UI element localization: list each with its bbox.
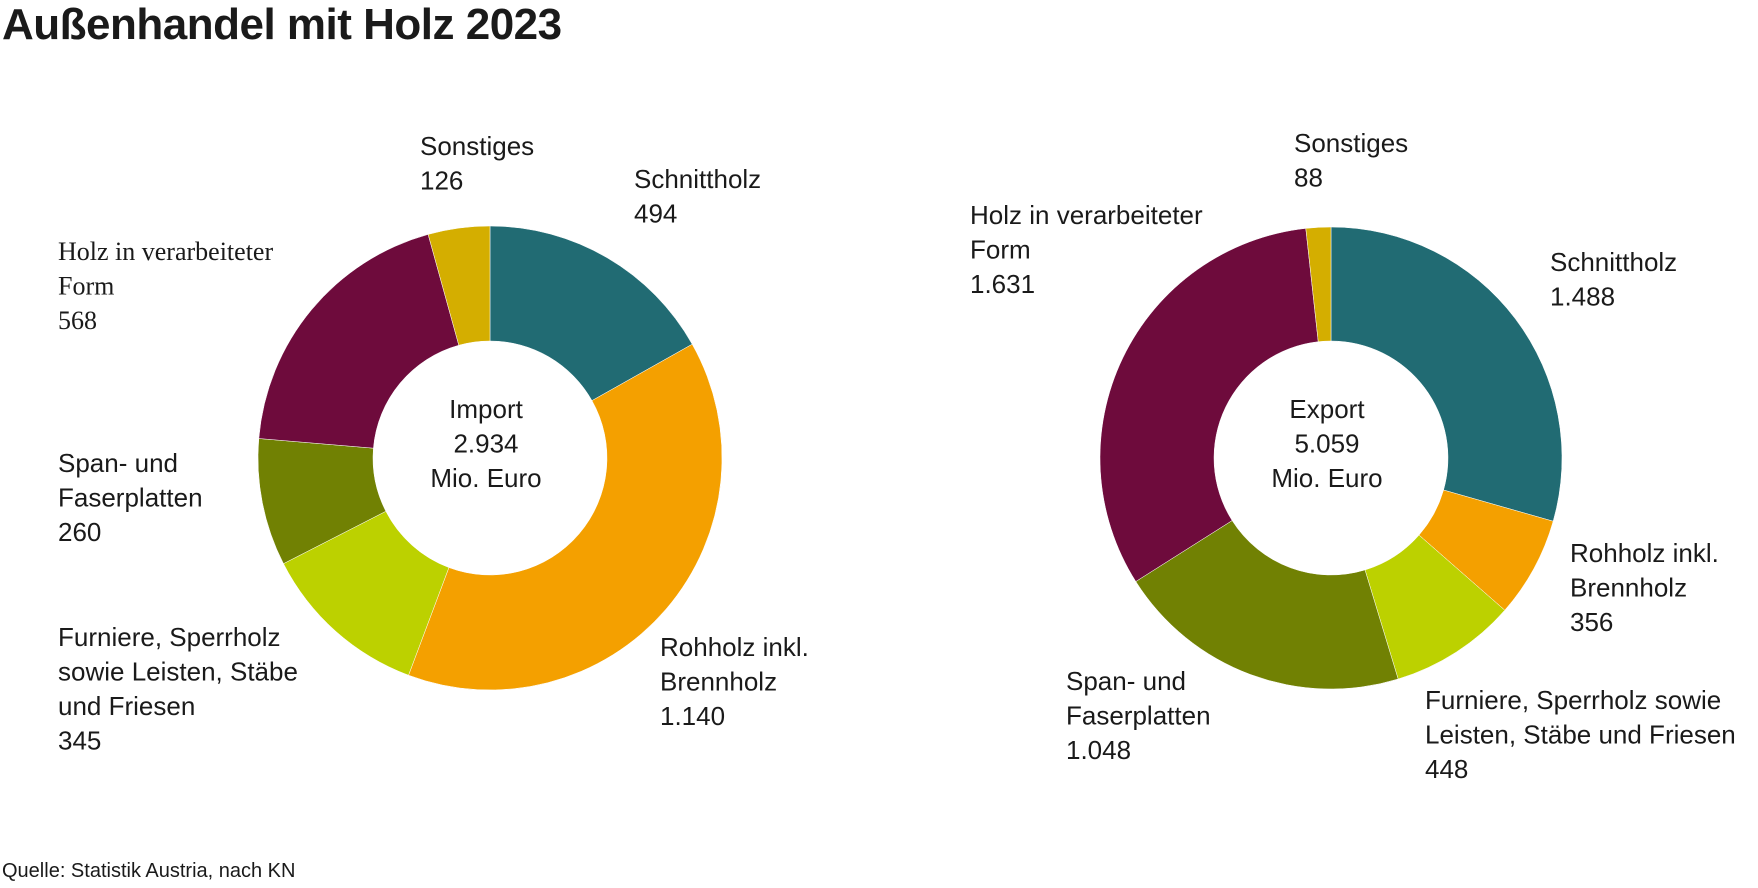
slice-value: 448: [1425, 754, 1468, 784]
donut-slice: [408, 343, 723, 691]
donut-slice: [1305, 226, 1332, 342]
slice-name: Holz in verarbeiteter: [58, 237, 273, 266]
slice-label: Sonstiges 88: [1294, 128, 1408, 193]
slice-value: 1.631: [970, 269, 1035, 299]
slice-name: Brennholz: [660, 667, 777, 697]
import-donut: Schnittholz 494 Rohholz inkl. Brennholz 1.14…: [58, 131, 809, 756]
page-title: Außenhandel mit Holz 2023: [2, 0, 562, 49]
slice-name: Furniere, Sperrholz sowie: [1425, 685, 1721, 715]
slice-value: 1.140: [660, 701, 725, 731]
slice-name: Leisten, Stäbe und Friesen: [1425, 720, 1736, 750]
source-note: Quelle: Statistik Austria, nach KN: [2, 860, 296, 882]
slice-name: Furniere, Sperrholz: [58, 622, 281, 652]
slice-name: Span- und: [1066, 666, 1186, 696]
slice-name: Schnittholz: [1550, 247, 1677, 277]
slice-label: Furniere, Sperrholz sowie Leisten, Stäbe u…: [58, 622, 298, 756]
slice-label: Span- und Faserplatten 260: [58, 448, 203, 547]
slice-label: Schnittholz 494: [634, 164, 761, 229]
slice-name: Sonstiges: [420, 131, 534, 161]
donut-slice: [489, 225, 693, 401]
center-line: Import: [449, 394, 523, 424]
slice-name: Brennholz: [1570, 573, 1687, 603]
slice-value: 260: [58, 517, 101, 547]
slice-value: 1.048: [1066, 735, 1131, 765]
slice-name: Schnittholz: [634, 164, 761, 194]
slice-name: Rohholz inkl.: [660, 632, 809, 662]
slice-value: 88: [1294, 163, 1323, 193]
slice-label: Rohholz inkl. Brennholz 356: [1570, 538, 1719, 637]
slice-label: Span- und Faserplatten 1.048: [1066, 666, 1211, 765]
slice-name: Form: [58, 272, 114, 301]
slice-value: 1.488: [1550, 282, 1615, 312]
slice-label: Holz in verarbeiteter Form 568: [58, 237, 273, 335]
donut-center-label: Export 5.059 Mio. Euro: [1271, 394, 1382, 493]
slice-value: 126: [420, 166, 463, 196]
slice-name: Holz in verarbeiteter: [970, 200, 1203, 230]
center-line: 2.934: [453, 429, 518, 459]
slice-value: 494: [634, 199, 677, 229]
slice-value: 345: [58, 726, 101, 756]
slice-name: Form: [970, 235, 1031, 265]
slice-name: Span- und: [58, 448, 178, 478]
slice-value: 568: [58, 306, 97, 335]
slice-name: und Friesen: [58, 691, 195, 721]
export-donut: Schnittholz 1.488 Rohholz inkl. Brennholz 35…: [970, 128, 1736, 784]
donut-slice: [258, 234, 460, 449]
slice-name: Rohholz inkl.: [1570, 538, 1719, 568]
slice-name: Faserplatten: [1066, 701, 1211, 731]
center-line: Mio. Euro: [1271, 463, 1382, 493]
slice-label: Sonstiges 126: [420, 131, 534, 196]
donut-slice: [1135, 520, 1399, 690]
center-line: Mio. Euro: [430, 463, 541, 493]
slice-label: Schnittholz 1.488: [1550, 247, 1677, 312]
center-line: 5.059: [1294, 429, 1359, 459]
slice-value: 356: [1570, 607, 1613, 637]
donut-slice: [1330, 226, 1563, 522]
donut-slice: [1099, 228, 1319, 582]
center-line: Export: [1289, 394, 1365, 424]
slice-name: sowie Leisten, Stäbe: [58, 657, 298, 687]
donut-slice: [427, 225, 491, 346]
slice-label: Rohholz inkl. Brennholz 1.140: [660, 632, 809, 731]
slice-name: Faserplatten: [58, 483, 203, 513]
slice-label: Holz in verarbeiteter Form 1.631: [970, 200, 1203, 299]
donut-center-label: Import 2.934 Mio. Euro: [430, 394, 541, 493]
slice-name: Sonstiges: [1294, 128, 1408, 158]
slice-label: Furniere, Sperrholz sowie Leisten, Stäbe …: [1425, 685, 1736, 784]
